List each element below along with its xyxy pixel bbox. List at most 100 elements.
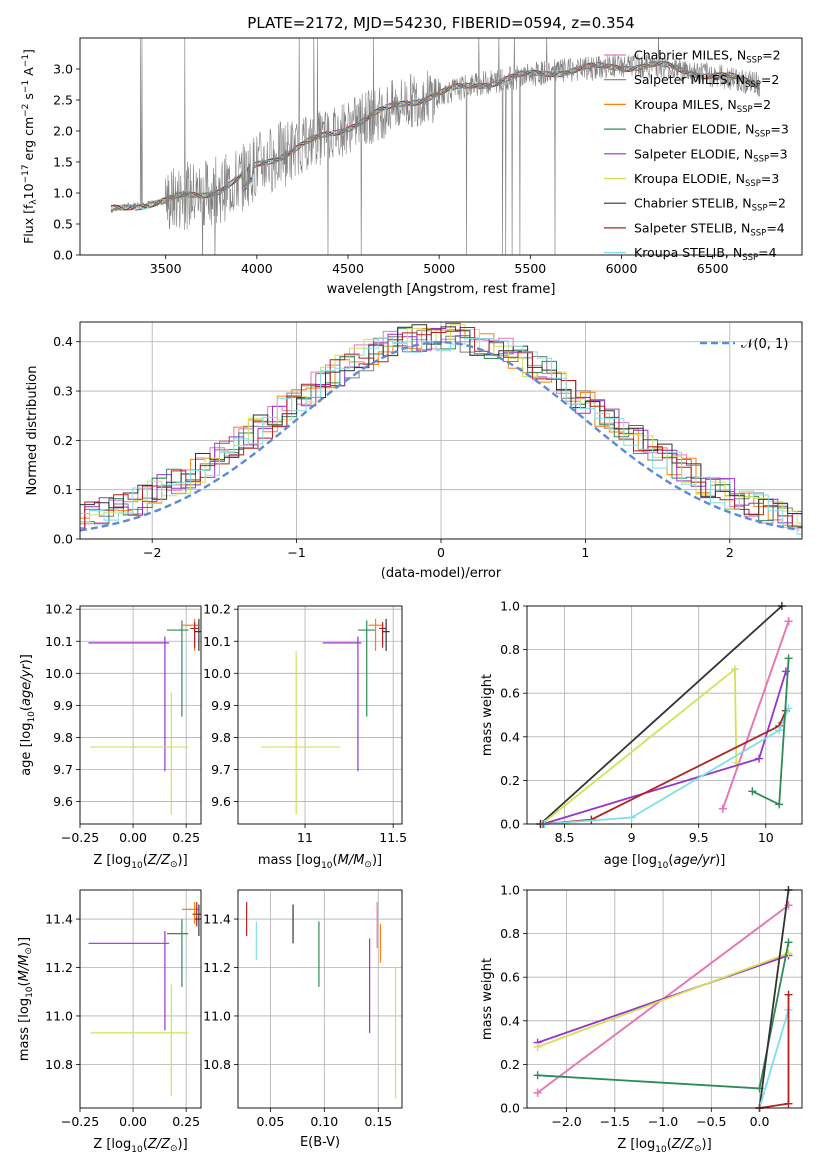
x-axis-label: wavelength [Angstrom, rest frame] <box>327 282 556 297</box>
x-tick-label: 11.5 <box>379 830 407 845</box>
weight-point-marker <box>533 1088 542 1097</box>
histogram-step <box>80 327 802 531</box>
legend-entry: Chabrier MILES, NSSP=2 <box>634 48 781 66</box>
mass_vs_ebv-points <box>246 902 397 1099</box>
x-tick-label: 9.5 <box>689 830 709 845</box>
y-tick-label: 0.4 <box>500 729 520 744</box>
mass_vs_ebv-frame <box>237 889 403 1109</box>
y-tick-label: 0.6 <box>500 970 520 985</box>
weight-point-marker <box>730 665 739 674</box>
y-tick-label: 10.2 <box>45 602 73 617</box>
y-tick-label: 1.0 <box>500 883 520 898</box>
x-tick-label: 9 <box>628 830 636 845</box>
histogram-step <box>80 329 802 531</box>
normal-curve <box>79 340 800 532</box>
y-tick-label: 11.0 <box>45 1008 73 1023</box>
y-tick-label: 0.1 <box>53 482 73 497</box>
y-tick-label: 9.6 <box>53 794 73 809</box>
y-tick-label: 11.4 <box>45 912 73 927</box>
y-axis-label: Normed distribution <box>25 366 40 496</box>
y-axis-label: Flux [fλ10−17 erg cm−2 s−1 A−1] <box>21 49 39 244</box>
weight-point-marker <box>784 654 793 663</box>
weight_vs_age-lines <box>536 602 793 828</box>
weight_vs_age-axes: 8.5 9 9.5 10 0.0 0.2 0.4 0.6 0.8 1.0 <box>500 599 802 845</box>
weight-series-line <box>758 889 790 1109</box>
weight-point-marker <box>533 1071 542 1080</box>
y-tick-label: 0.4 <box>500 1013 520 1028</box>
x-tick-label: −2.0 <box>551 1114 581 1129</box>
age_vs_z-points <box>88 618 201 815</box>
y-tick-label: 9.6 <box>211 794 231 809</box>
residuals-axes: −2 −1 0 1 2 0.0 0.1 0.2 0.3 0.4 <box>53 322 802 560</box>
y-axis-label: age [log10(age/yr)] <box>19 654 37 776</box>
x-tick-label: 5000 <box>423 261 455 276</box>
y-tick-label: 0.2 <box>500 1057 520 1072</box>
x-tick-label: −0.5 <box>696 1114 726 1129</box>
observed-spectrum-line <box>110 38 761 255</box>
weight-point-marker <box>748 787 757 796</box>
x-tick-label: −0.25 <box>61 1114 99 1129</box>
weight_vs_age-frame <box>526 605 803 825</box>
y-tick-label: 11.0 <box>203 1008 231 1023</box>
spectrum-axes: 3500 4000 4500 5000 5500 6000 6500 0.0 0.5 1.0 1.5… <box>53 62 729 277</box>
y-tick-label: 0.0 <box>500 1101 520 1116</box>
weight-point-marker <box>533 1042 542 1051</box>
weight_vs_z-axes: −2.0 −1.5 −1.0 −0.5 0.0 0.0 0.2 0.4 0.6 0.8 1.0 <box>500 883 802 1129</box>
x-tick-label: 0.10 <box>310 1114 338 1129</box>
y-tick-label: 0.3 <box>53 384 73 399</box>
histogram-step <box>80 322 802 529</box>
y-tick-label: 10.0 <box>45 666 73 681</box>
legend-entry: Salpeter MILES, NSSP=2 <box>634 72 779 90</box>
weight-series-line <box>544 710 787 825</box>
weight-point-marker <box>784 990 793 999</box>
legend-entry: Kroupa MILES, NSSP=2 <box>634 97 771 115</box>
y-axis-label: mass [log10(M/M⊙)] <box>17 937 35 1061</box>
y-axis-label: mass weight <box>480 674 495 756</box>
weight-series-line <box>537 952 789 1048</box>
y-tick-label: 0.2 <box>500 773 520 788</box>
x-tick-label: −1 <box>287 545 305 560</box>
y-tick-label: 0.0 <box>500 817 520 832</box>
x-tick-label: 1 <box>581 545 589 560</box>
y-tick-label: 2.5 <box>53 93 73 108</box>
weight-point-marker <box>755 754 764 763</box>
x-tick-label: 5500 <box>514 261 546 276</box>
spectrum-legend: Chabrier MILES, NSSP=2 Salpeter MILES, NS… <box>604 48 789 263</box>
y-tick-label: 10.0 <box>203 666 231 681</box>
weight-series-line <box>537 954 789 1044</box>
x-tick-label: −0.25 <box>61 830 99 845</box>
legend-entry: Kroupa STELIB, NSSP=4 <box>634 245 777 263</box>
y-tick-label: 0.2 <box>53 433 73 448</box>
y-tick-label: 1.0 <box>53 186 73 201</box>
y-tick-label: 9.9 <box>211 698 231 713</box>
x-tick-label: 0.15 <box>364 1114 392 1129</box>
y-tick-label: 10.1 <box>203 634 231 649</box>
age_vs_z-axes: −0.25 0.00 0.25 9.6 9.7 9.8 9.9 10.0 10.1 10.2 <box>45 602 201 845</box>
weight_vs_z-frame <box>526 889 803 1109</box>
x-tick-label: 0.05 <box>256 1114 284 1129</box>
histogram-step <box>80 337 802 535</box>
x-tick-label: 3500 <box>150 261 182 276</box>
y-tick-label: 11.2 <box>203 960 231 975</box>
age_vs_z-frame <box>79 605 202 825</box>
y-tick-label: 11.4 <box>203 912 231 927</box>
y-tick-label: 3.0 <box>53 62 73 77</box>
x-tick-label: 0.00 <box>119 830 147 845</box>
histogram-group <box>80 322 802 535</box>
weight-point-marker <box>718 804 727 813</box>
y-tick-label: 10.8 <box>45 1057 73 1072</box>
x-axis-label: mass [log10(M/M⊙)] <box>258 853 382 871</box>
mass_vs_ebv-axes: 0.05 0.10 0.15 10.8 11.0 11.2 11.4 <box>203 890 402 1129</box>
age_vs_mass-frame <box>237 605 403 825</box>
weight-point-marker <box>784 1099 793 1108</box>
y-tick-label: 9.8 <box>53 730 73 745</box>
x-tick-label: 0.00 <box>119 1114 147 1129</box>
legend-entry: Salpeter ELODIE, NSSP=3 <box>634 146 788 164</box>
weight-point-marker <box>627 813 636 822</box>
x-tick-label: 4500 <box>332 261 364 276</box>
chart-title: PLATE=2172, MJD=54230, FIBERID=0594, z=0… <box>247 14 634 32</box>
weight-series-line <box>758 1009 790 1109</box>
weight-point-marker <box>775 800 784 809</box>
y-tick-label: 10.8 <box>203 1057 231 1072</box>
